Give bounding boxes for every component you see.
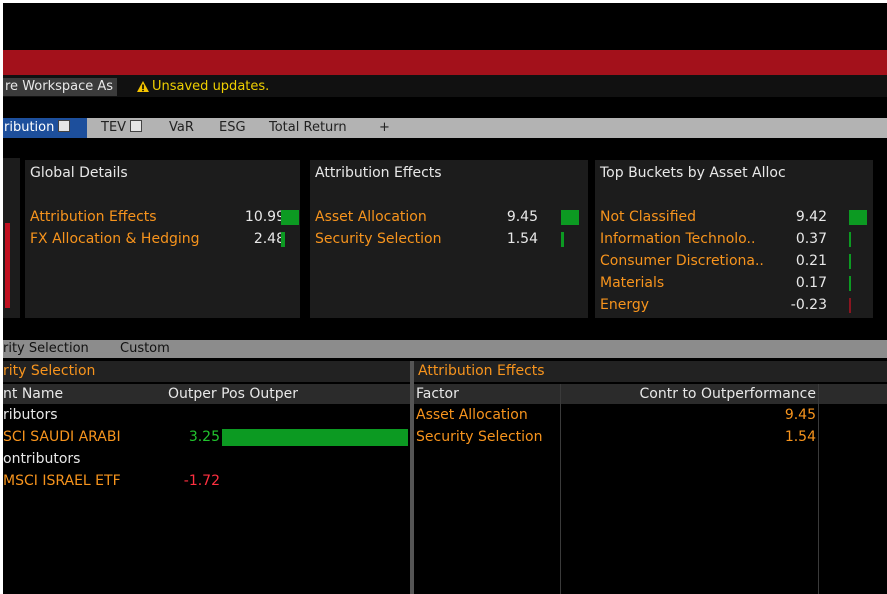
lower-tab-bar [3,340,887,358]
outper-value: 3.25 [188,429,220,445]
column-header-row [3,384,410,404]
tab[interactable]: VaR [169,120,194,135]
outper-value: -1.72 [183,473,220,489]
row-label: Asset Allocation [315,209,427,225]
value-bar [849,276,851,291]
row-value: 0.21 [795,253,827,269]
side-panel [3,158,20,318]
tab[interactable]: ESG [219,120,246,135]
save-workspace-button[interactable]: re Workspace As [3,78,117,96]
security-name: SCI SAUDI ARABI [3,429,121,445]
pane-header [414,361,887,382]
factor-value: 9.45 [784,407,816,423]
tab[interactable]: ribution [3,118,87,138]
tab-bar [3,118,887,138]
row-value: 1.54 [506,231,538,247]
value-bar [849,298,851,313]
row-value: 0.17 [795,275,827,291]
row-value: 10.99 [244,209,285,225]
column-divider [560,384,561,594]
column-header-row [414,384,887,404]
title-bar [3,50,887,75]
side-indicator [5,223,10,308]
pane-divider [410,361,414,594]
tab-checkbox[interactable] [130,120,143,132]
value-bar [849,210,867,225]
row-label: Not Classified [600,209,697,225]
panel [25,160,300,318]
row-label: Consumer Discretiona.. [600,253,764,269]
column-header: Outper Pos Outper [168,386,298,402]
pane-title: Attribution Effects [418,363,545,379]
column-divider [818,384,819,594]
group-label: ributors [3,407,58,423]
row-label: Materials [600,275,665,291]
row-value: 2.48 [253,231,285,247]
row-value: 9.42 [795,209,827,225]
factor-value: 1.54 [784,429,816,445]
panel [310,160,588,318]
lower-tab[interactable]: rity Selection [3,341,89,356]
row-label: Attribution Effects [30,209,157,225]
row-label: Information Technolo.. [600,231,756,247]
row-label: Security Selection [315,231,442,247]
warning-text: Unsaved updates. [152,79,270,94]
factor-name: Asset Allocation [416,407,528,423]
tab[interactable]: TEV [101,118,143,138]
row-value: 9.45 [506,209,538,225]
pane-header [3,361,410,382]
row-value: 0.37 [795,231,827,247]
row-label: Energy [600,297,650,313]
group-label: ontributors [3,451,81,467]
factor-name: Security Selection [416,429,543,445]
column-header: Contr to Outperformance [639,386,816,402]
panel-title: Global Details [30,165,128,181]
tab-checkbox[interactable] [58,120,71,132]
value-bar [561,232,564,247]
panel-title: Attribution Effects [315,165,442,181]
panel [595,160,873,318]
row-label: FX Allocation & Hedging [30,231,200,247]
lower-tab[interactable]: Custom [120,341,170,356]
tab[interactable]: Total Return [269,120,347,135]
value-bar [281,210,299,225]
row-value: -0.23 [790,297,827,313]
value-bar [561,210,579,225]
value-bar [849,232,851,247]
column-header: Factor [416,386,459,402]
warning-icon [137,81,149,92]
security-name: MSCI ISRAEL ETF [3,473,121,489]
toolbar [3,75,887,97]
value-bar [281,232,286,247]
value-bar [222,429,408,446]
panel-title: Top Buckets by Asset Alloc [600,165,786,181]
value-bar [849,254,851,269]
pane-title: rity Selection [3,363,96,379]
column-header: nt Name [3,386,64,402]
tab[interactable]: + [379,120,390,135]
